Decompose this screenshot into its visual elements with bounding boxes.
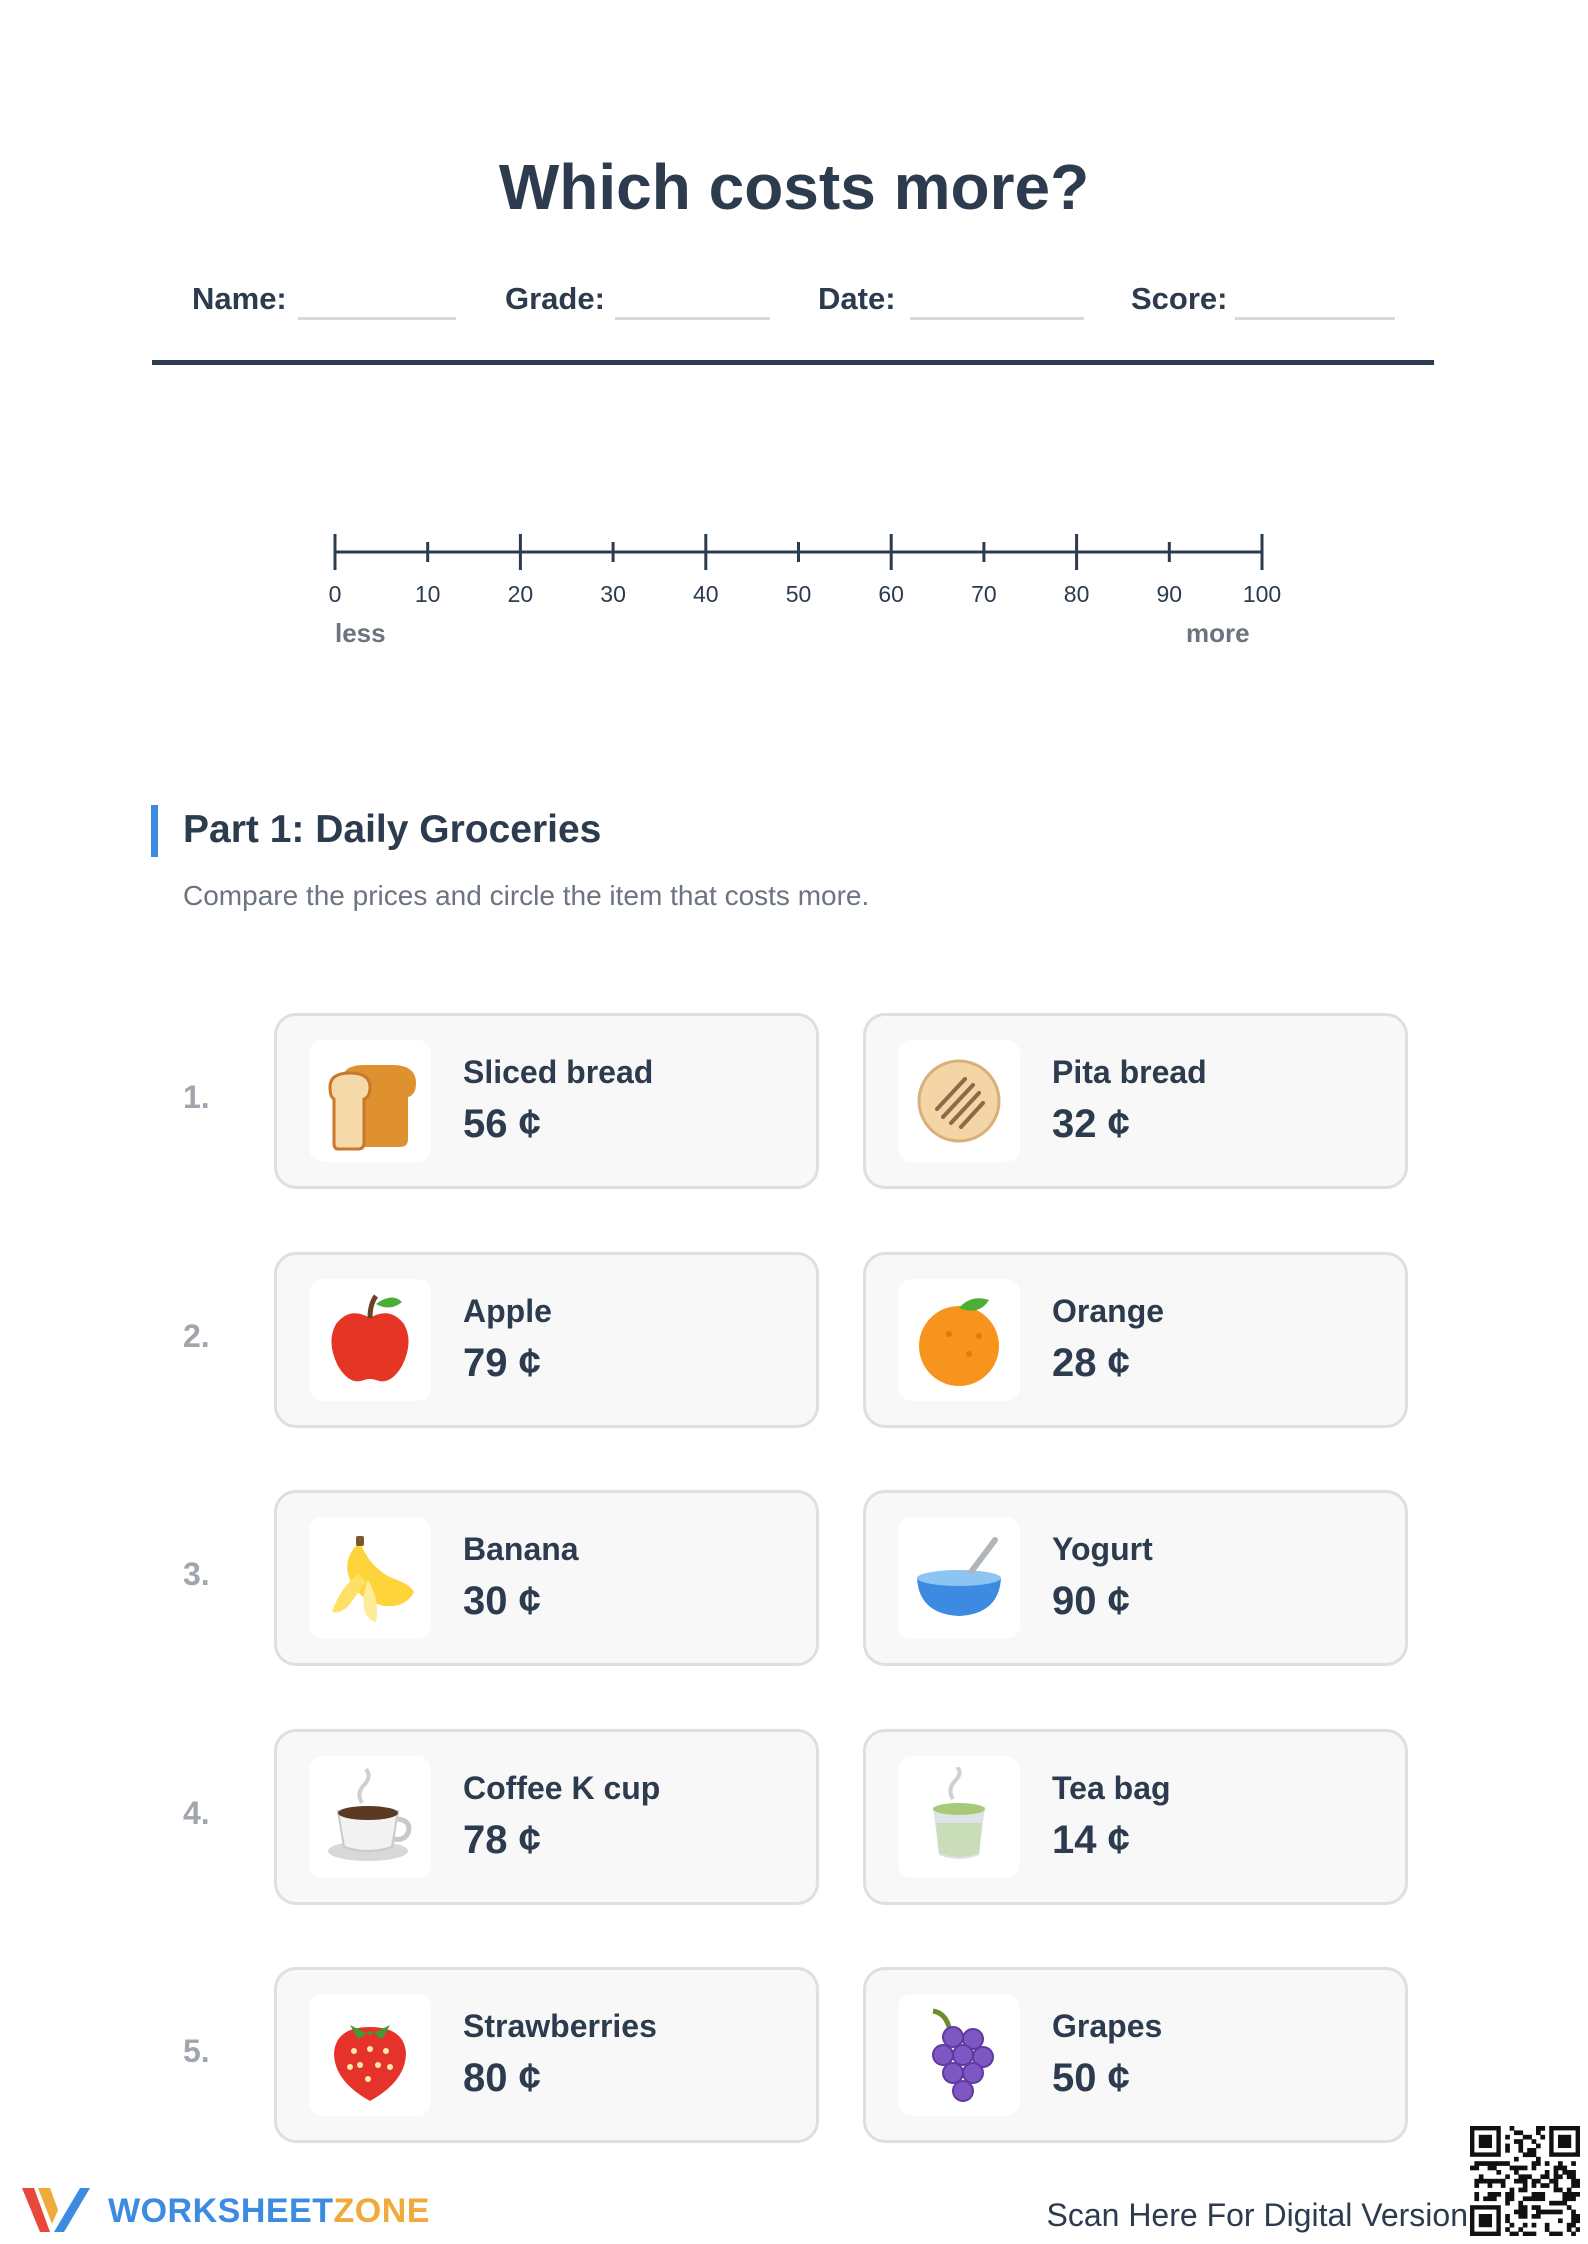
bread-icon <box>328 1065 416 1151</box>
number-line-tick-label: 10 <box>415 581 441 607</box>
number-line-less-label: less <box>335 618 386 648</box>
number-line-tick-label: 20 <box>508 581 534 607</box>
item-name: Tea bag <box>1052 1770 1171 1806</box>
item-icon-box <box>898 1279 1020 1401</box>
item-price: 90 ¢ <box>1052 1579 1130 1623</box>
item-icon-box <box>309 1756 431 1878</box>
section-title: Part 1: Daily Groceries <box>183 808 602 851</box>
item-name: Strawberries <box>463 2008 657 2044</box>
item-price: 32 ¢ <box>1052 1102 1130 1146</box>
date-field[interactable] <box>910 317 1084 320</box>
number-line-tick-label: 100 <box>1243 581 1281 607</box>
item-icon-box <box>898 1517 1020 1639</box>
qr-code-icon[interactable] <box>1470 2126 1581 2237</box>
score-label: Score: <box>1131 281 1228 316</box>
item-price: 14 ¢ <box>1052 1818 1130 1862</box>
page-title: Which costs more? <box>498 151 1090 223</box>
item-price: 30 ¢ <box>463 1579 541 1623</box>
logo-word-worksheet: WORKSHEET <box>108 2192 334 2230</box>
date-label: Date: <box>818 281 896 316</box>
number-line-tick-label: 30 <box>600 581 626 607</box>
orange-icon <box>919 1298 999 1386</box>
item-icon-box <box>898 1994 1020 2116</box>
item-name: Grapes <box>1052 2008 1163 2044</box>
name-field[interactable] <box>298 317 456 320</box>
item-name: Banana <box>463 1531 579 1567</box>
item-card-left[interactable]: Apple 79 ¢ <box>274 1252 819 1428</box>
coffee-cup-icon <box>328 1767 412 1861</box>
item-card-left[interactable]: Banana 30 ¢ <box>274 1490 819 1666</box>
item-name: Orange <box>1052 1293 1165 1329</box>
yogurt-bowl-icon <box>917 1537 1001 1616</box>
item-icon-box <box>898 1756 1020 1878</box>
number-line-tick-label: 60 <box>878 581 904 607</box>
number-line: 0 10 20 30 40 50 60 70 80 90 100 less more <box>0 500 1588 680</box>
section-accent-bar <box>151 805 158 857</box>
question-number: 5. <box>183 2033 210 2069</box>
item-price: 78 ¢ <box>463 1818 541 1862</box>
logo-wordmark: WORKSHEETZONE <box>108 2192 430 2231</box>
item-icon-box <box>309 1040 431 1162</box>
number-line-tick-label: 0 <box>329 581 342 607</box>
logo-word-zone: ZONE <box>333 2192 430 2230</box>
number-line-graphic: 0 10 20 30 40 50 60 70 80 90 100 less more <box>329 534 1281 648</box>
worksheetzone-logo: WORKSHEETZONE <box>20 2180 429 2240</box>
section-instruction: Compare the prices and circle the item t… <box>183 880 870 911</box>
item-icon-box <box>309 1517 431 1639</box>
item-name: Pita bread <box>1052 1054 1207 1090</box>
strawberry-icon <box>334 2025 406 2101</box>
banana-icon <box>332 1536 414 1622</box>
grade-field[interactable] <box>615 317 770 320</box>
logo-mark-icon <box>22 2188 90 2232</box>
item-price: 80 ¢ <box>463 2056 541 2100</box>
item-card-right[interactable]: Yogurt 90 ¢ <box>863 1490 1408 1666</box>
question-number: 4. <box>183 1795 210 1831</box>
pita-icon <box>917 1059 1001 1143</box>
item-name: Coffee K cup <box>463 1770 661 1806</box>
number-line-tick-label: 50 <box>786 581 812 607</box>
student-info-row: Name: Grade: Date: Score: <box>0 275 1588 325</box>
item-card-right[interactable]: Pita bread 32 ¢ <box>863 1013 1408 1189</box>
item-card-left[interactable]: Sliced bread 56 ¢ <box>274 1013 819 1189</box>
item-name: Apple <box>463 1293 552 1329</box>
tea-cup-icon <box>933 1767 985 1859</box>
item-card-left[interactable]: Strawberries 80 ¢ <box>274 1967 819 2143</box>
question-number: 2. <box>183 1318 210 1354</box>
apple-icon <box>331 1294 409 1382</box>
item-name: Sliced bread <box>463 1054 654 1090</box>
item-icon-box <box>309 1994 431 2116</box>
item-price: 50 ¢ <box>1052 2056 1130 2100</box>
number-line-tick-label: 40 <box>693 581 719 607</box>
scan-caption: Scan Here For Digital Version <box>1046 2197 1468 2233</box>
number-line-tick-label: 80 <box>1064 581 1090 607</box>
item-icon-box <box>898 1040 1020 1162</box>
item-name: Yogurt <box>1052 1531 1153 1567</box>
item-card-left[interactable]: Coffee K cup 78 ¢ <box>274 1729 819 1905</box>
score-field[interactable] <box>1235 317 1395 320</box>
name-label: Name: <box>192 281 287 316</box>
header-divider <box>152 360 1434 365</box>
grapes-icon <box>932 2008 994 2102</box>
item-price: 79 ¢ <box>463 1341 541 1385</box>
item-card-right[interactable]: Orange 28 ¢ <box>863 1252 1408 1428</box>
number-line-more-label: more <box>1186 618 1250 648</box>
item-icon-box <box>309 1279 431 1401</box>
item-price: 28 ¢ <box>1052 1341 1130 1385</box>
item-card-right[interactable]: Tea bag 14 ¢ <box>863 1729 1408 1905</box>
question-number: 3. <box>183 1556 210 1592</box>
item-card-right[interactable]: Grapes 50 ¢ <box>863 1967 1408 2143</box>
item-price: 56 ¢ <box>463 1102 541 1146</box>
number-line-tick-label: 70 <box>971 581 997 607</box>
grade-label: Grade: <box>505 281 605 316</box>
question-number: 1. <box>183 1079 210 1115</box>
number-line-tick-label: 90 <box>1157 581 1183 607</box>
